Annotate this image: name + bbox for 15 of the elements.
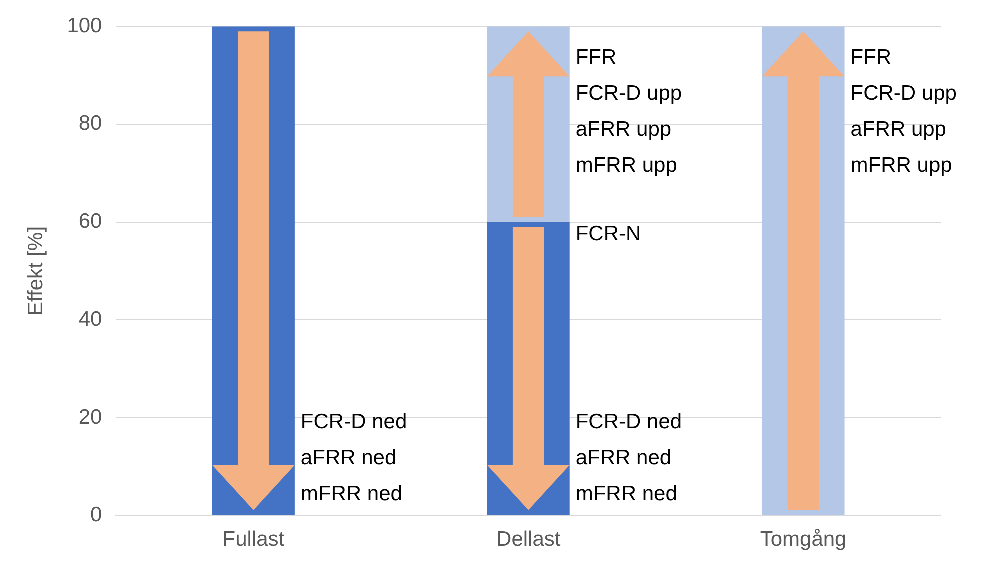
x-tick-label: Fullast <box>222 528 285 552</box>
y-tick-label: 20 <box>78 406 102 429</box>
x-tick-label: Dellast <box>496 528 561 552</box>
y-tick-label: 0 <box>90 504 102 527</box>
y-axis-title: Effekt [%] <box>24 226 48 316</box>
annotation: FCR-D ned aFRR ned mFRR ned <box>300 410 408 506</box>
x-tick-label: Tomgång <box>760 528 847 552</box>
y-tick-label: 100 <box>67 14 102 38</box>
y-tick-label: 80 <box>78 112 102 136</box>
y-tick-label: 40 <box>78 308 102 331</box>
annotation: FCR-D ned aFRR ned mFRR ned <box>576 410 682 506</box>
annotation: FFR FCR-D upp aFRR upp mFRR upp <box>850 46 957 178</box>
annotation: FCR-N <box>576 222 642 246</box>
y-tick-label: 60 <box>78 210 102 234</box>
annotation: FFR FCR-D upp aFRR upp mFRR upp <box>576 46 682 178</box>
